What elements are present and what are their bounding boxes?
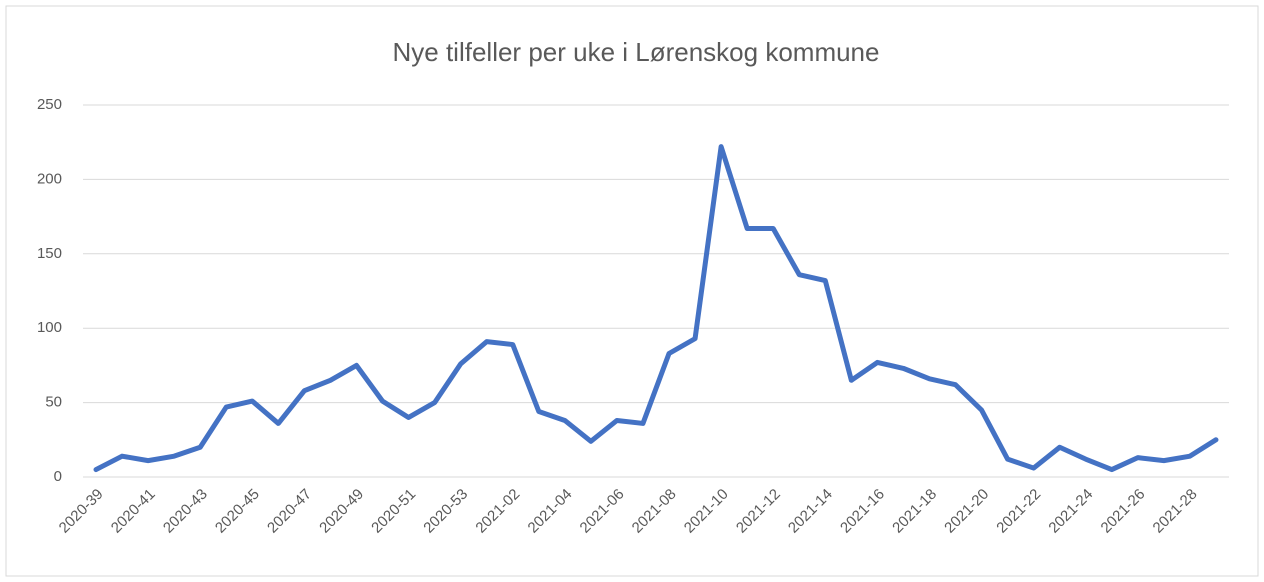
chart-title: Nye tilfeller per uke i Lørenskog kommun… bbox=[393, 37, 880, 67]
y-tick-label: 100 bbox=[37, 319, 62, 336]
y-tick-label: 200 bbox=[37, 170, 62, 187]
y-tick-label: 50 bbox=[45, 394, 62, 411]
y-tick-label: 0 bbox=[54, 468, 62, 485]
y-tick-label: 150 bbox=[37, 245, 62, 262]
y-tick-label: 250 bbox=[37, 96, 62, 113]
chart-border bbox=[5, 5, 1259, 577]
line-series bbox=[93, 144, 1219, 473]
